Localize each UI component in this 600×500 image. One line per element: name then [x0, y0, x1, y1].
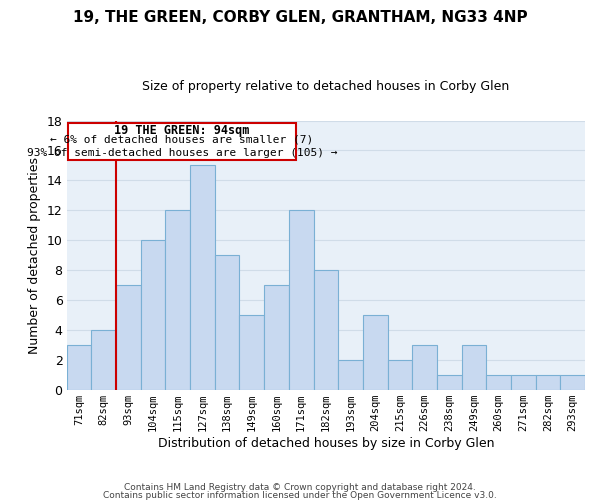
- Bar: [437, 375, 461, 390]
- Text: ← 6% of detached houses are smaller (7): ← 6% of detached houses are smaller (7): [50, 135, 314, 145]
- Bar: [166, 210, 190, 390]
- Bar: [511, 375, 536, 390]
- Bar: [461, 345, 486, 390]
- Bar: [215, 255, 239, 390]
- Bar: [141, 240, 166, 390]
- Text: Contains HM Land Registry data © Crown copyright and database right 2024.: Contains HM Land Registry data © Crown c…: [124, 484, 476, 492]
- Bar: [560, 375, 585, 390]
- Y-axis label: Number of detached properties: Number of detached properties: [28, 156, 41, 354]
- Title: Size of property relative to detached houses in Corby Glen: Size of property relative to detached ho…: [142, 80, 509, 93]
- Text: 93% of semi-detached houses are larger (105) →: 93% of semi-detached houses are larger (…: [27, 148, 337, 158]
- Text: Contains public sector information licensed under the Open Government Licence v3: Contains public sector information licen…: [103, 490, 497, 500]
- Bar: [338, 360, 363, 390]
- Bar: [264, 285, 289, 390]
- Bar: [363, 315, 388, 390]
- Text: 19, THE GREEN, CORBY GLEN, GRANTHAM, NG33 4NP: 19, THE GREEN, CORBY GLEN, GRANTHAM, NG3…: [73, 10, 527, 25]
- FancyBboxPatch shape: [68, 123, 296, 160]
- Bar: [91, 330, 116, 390]
- Bar: [289, 210, 314, 390]
- Bar: [388, 360, 412, 390]
- X-axis label: Distribution of detached houses by size in Corby Glen: Distribution of detached houses by size …: [158, 437, 494, 450]
- Bar: [116, 285, 141, 390]
- Text: 19 THE GREEN: 94sqm: 19 THE GREEN: 94sqm: [115, 124, 250, 137]
- Bar: [314, 270, 338, 390]
- Bar: [190, 166, 215, 390]
- Bar: [67, 345, 91, 390]
- Bar: [412, 345, 437, 390]
- Bar: [536, 375, 560, 390]
- Bar: [239, 315, 264, 390]
- Bar: [486, 375, 511, 390]
